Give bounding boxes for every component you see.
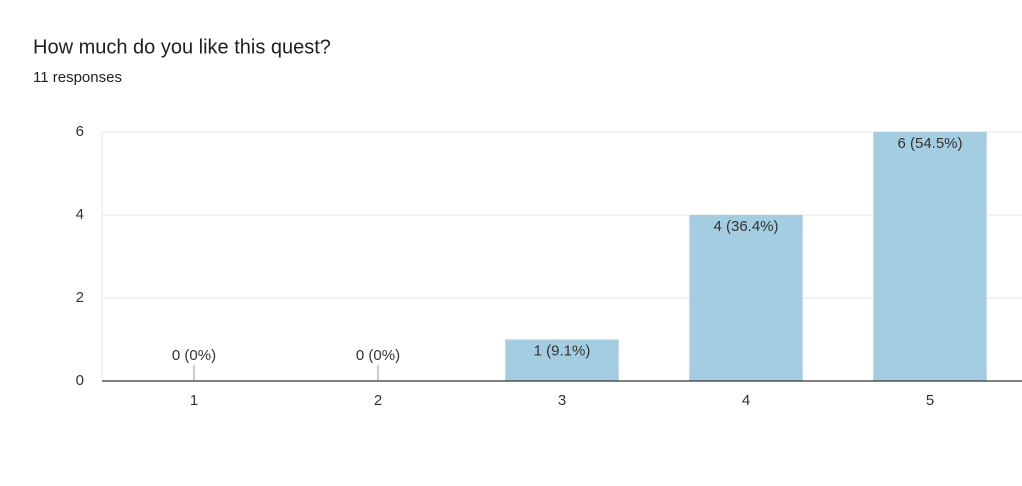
x-tick-label: 1 [190,392,198,409]
y-tick-label: 6 [76,123,84,140]
y-tick-label: 4 [76,206,84,223]
chart-subtitle: 11 responses [33,69,122,86]
value-label: 1 (9.1%) [534,342,591,359]
x-tick-label: 4 [742,392,750,409]
value-label: 4 (36.4%) [713,218,778,235]
bar [689,215,803,381]
chart-title: How much do you like this quest? [33,36,331,58]
y-tick-label: 2 [76,289,84,306]
bar [505,339,619,381]
x-tick-label: 5 [926,392,934,409]
value-label: 6 (54.5%) [897,135,962,152]
x-tick-label: 3 [558,392,566,409]
y-tick-label: 0 [76,372,84,389]
bar [873,132,987,381]
value-label: 0 (0%) [172,347,216,364]
x-tick-label: 2 [374,392,382,409]
value-label: 0 (0%) [356,347,400,364]
